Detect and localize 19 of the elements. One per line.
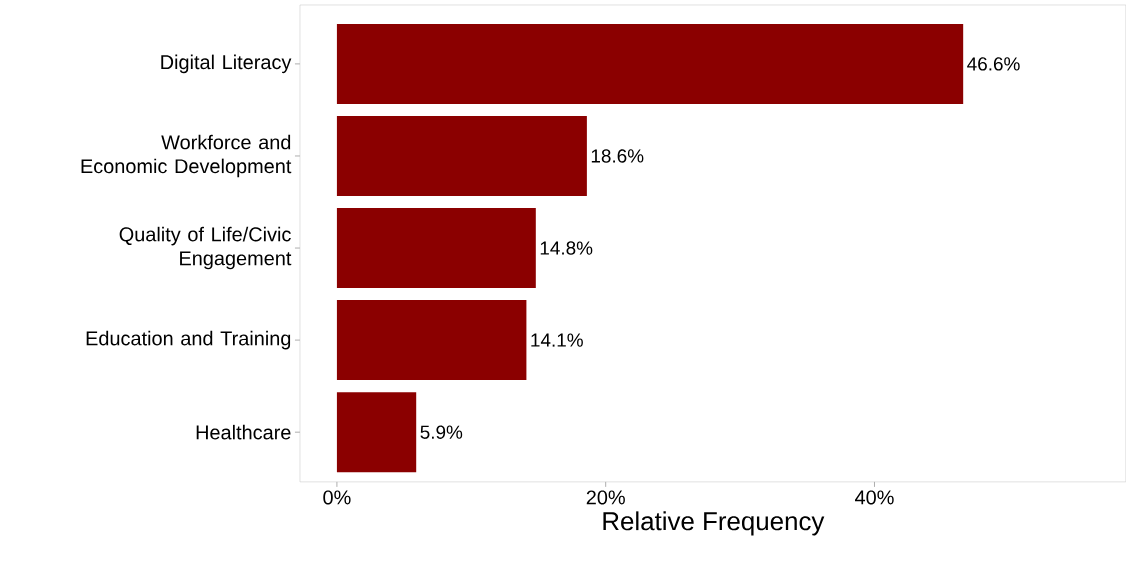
data-label: 14.1%: [531, 333, 583, 347]
y-tick-label: Healthcare: [196, 424, 291, 440]
y-tick-label: Quality of Life/Civic Engagement: [119, 226, 292, 270]
y-tick-label: Digital Literacy: [161, 54, 292, 74]
data-label: 5.9%: [420, 425, 463, 439]
x-tick-label: 40%: [855, 490, 894, 505]
x-tick-label: 20%: [586, 490, 625, 505]
data-label: 46.6%: [967, 57, 1020, 71]
bar: [336, 300, 527, 381]
x-tick-label: 0%: [323, 490, 351, 505]
x-axis-title: Relative Frequency: [603, 511, 825, 536]
y-tick-label: Workforce and Economic Development: [81, 134, 292, 178]
y-tick-label: Education and Training: [86, 330, 291, 350]
bar: [336, 23, 964, 104]
data-label: 18.6%: [591, 149, 644, 163]
bar: [336, 208, 536, 289]
bar: [336, 392, 417, 473]
data-label: 14.8%: [540, 241, 593, 255]
bar: [336, 116, 587, 197]
